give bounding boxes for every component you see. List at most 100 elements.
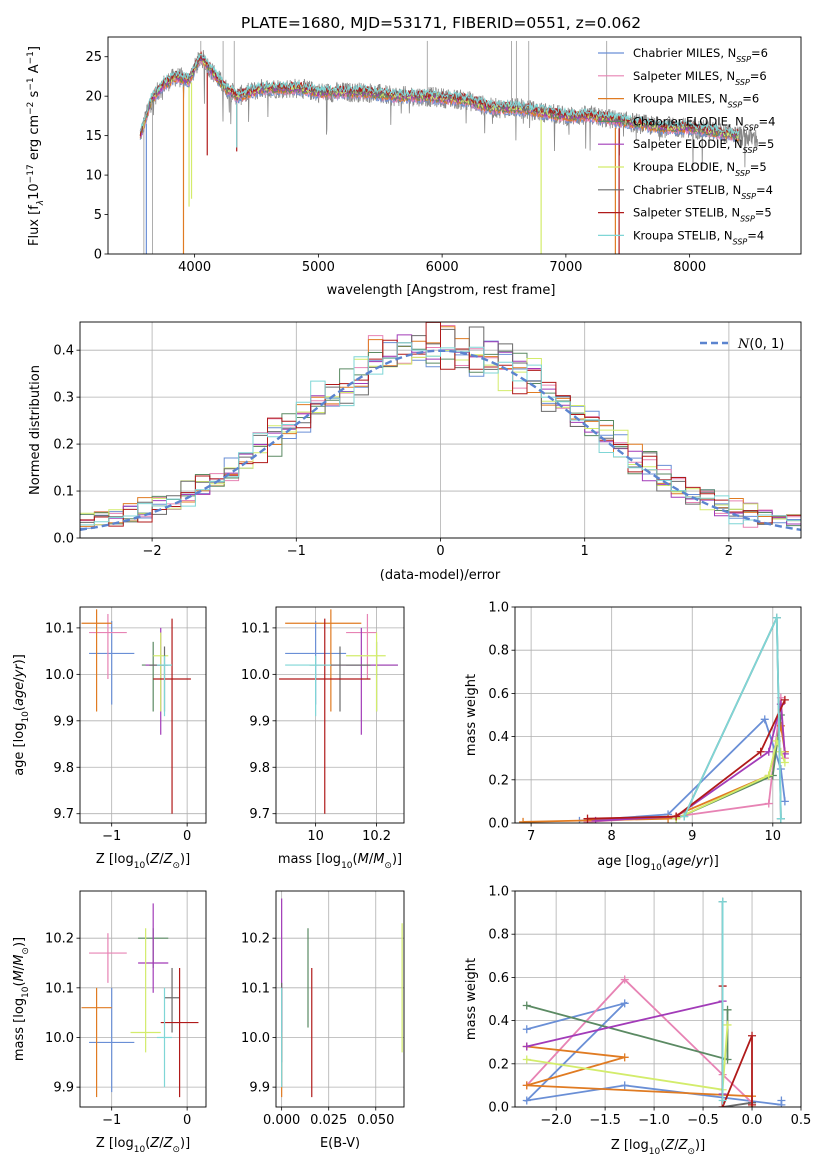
x-tick-label: 2 bbox=[725, 544, 733, 559]
x-tick-label: 10.2 bbox=[362, 829, 391, 844]
weight-marker bbox=[748, 1031, 757, 1040]
y-tick-label: 0.4 bbox=[488, 1014, 509, 1029]
weight-series bbox=[683, 617, 782, 819]
y-tick-label: 0.3 bbox=[53, 391, 74, 406]
x-tick-label: 5000 bbox=[302, 260, 335, 275]
x-tick-label: 6000 bbox=[426, 260, 459, 275]
x-tick-label: 10 bbox=[765, 829, 782, 844]
massweight_vs_age-ylabel: mass weight bbox=[464, 674, 479, 756]
y-tick-label: 5 bbox=[94, 208, 102, 223]
residuals-panel: −2 −1 0 1 2 0.0 0.1 0.2 0.3 0.4 (data-model)/error… bbox=[28, 321, 802, 583]
x-tick-label: −2 bbox=[143, 544, 162, 559]
legend-label: Salpeter STELIB, NSSP=5 bbox=[633, 206, 772, 224]
weight-marker bbox=[764, 771, 773, 780]
massweight_vs_age-panel: 7 8 9 10 0.0 0.2 0.4 0.6 0.8 1.0 age [log10(age/yr… bbox=[464, 601, 802, 873]
weight-marker bbox=[776, 814, 785, 823]
weight-marker bbox=[672, 812, 681, 821]
age_vs_Z-panel: −1 0 9.7 9.8 9.9 10.0 10.1 Z [log10(Z/Z⊙)] age [… bbox=[12, 606, 207, 871]
y-tick-label: 10.0 bbox=[241, 668, 270, 683]
x-tick-label: 0 bbox=[183, 1113, 191, 1128]
y-tick-label: 9.9 bbox=[53, 714, 74, 729]
y-tick-label: 0.6 bbox=[488, 971, 509, 986]
weight-marker bbox=[764, 799, 773, 808]
legend-label: Kroupa STELIB, NSSP=4 bbox=[633, 228, 764, 246]
y-tick-label: 10.1 bbox=[241, 981, 270, 996]
x-tick-label: 10 bbox=[307, 829, 324, 844]
legend-label: Chabrier ELODIE, NSSP=4 bbox=[633, 114, 775, 131]
x-tick-label: 9 bbox=[688, 829, 696, 844]
weight-marker bbox=[718, 897, 727, 906]
x-tick-label: 4000 bbox=[178, 260, 211, 275]
legend-label: Kroupa ELODIE, NSSP=5 bbox=[633, 160, 767, 178]
y-tick-label: 0.2 bbox=[488, 1057, 509, 1072]
x-tick-label: 0.000 bbox=[263, 1113, 300, 1128]
age_vs_Z-ylabel: age [log10(age/yr)] bbox=[12, 654, 31, 776]
weight-marker bbox=[680, 812, 689, 821]
y-tick-label: 10.0 bbox=[45, 1031, 74, 1046]
mass_vs_EBV-xlabel: E(B-V) bbox=[320, 1136, 360, 1151]
weight-series bbox=[526, 978, 753, 1104]
y-tick-label: 0.2 bbox=[53, 438, 74, 453]
x-tick-label: −1 bbox=[287, 544, 306, 559]
axes-frame bbox=[514, 890, 802, 1108]
model-spectrum bbox=[139, 53, 740, 136]
legend-label: Kroupa MILES, NSSP=6 bbox=[633, 92, 759, 110]
axes-frame bbox=[79, 321, 802, 539]
y-tick-label: 0.2 bbox=[488, 773, 509, 788]
residual-histogram bbox=[80, 322, 801, 527]
weight-marker bbox=[780, 695, 789, 704]
spectrum-plot-area bbox=[139, 40, 758, 254]
x-tick-label: 0.025 bbox=[310, 1113, 347, 1128]
y-tick-label: 10.2 bbox=[241, 932, 270, 947]
x-tick-label: −0.5 bbox=[687, 1113, 719, 1128]
x-tick-label: −1 bbox=[102, 1113, 121, 1128]
residuals-plot-area bbox=[80, 322, 801, 531]
residuals-xlabel: (data-model)/error bbox=[380, 568, 501, 583]
x-tick-label: 1 bbox=[581, 544, 589, 559]
mass_vs_Z-plot-area bbox=[81, 903, 199, 1098]
legend-label: Salpeter ELODIE, NSSP=5 bbox=[633, 137, 774, 155]
legend-label: Salpeter MILES, NSSP=6 bbox=[633, 69, 767, 87]
y-tick-label: 0.6 bbox=[488, 687, 509, 702]
axes-frame bbox=[514, 606, 802, 824]
residuals-ylabel: Normed distribution bbox=[28, 365, 43, 495]
spectrum-legend: Chabrier MILES, NSSP=6 Salpeter MILES, NS… bbox=[598, 46, 775, 246]
weight-marker bbox=[583, 814, 592, 823]
age_vs_mass-panel: 10 10.2 9.7 9.8 9.9 10.0 10.1 mass [log10(M/M⊙)… bbox=[241, 606, 405, 871]
y-tick-label: 9.9 bbox=[249, 714, 270, 729]
weight-marker bbox=[620, 1053, 629, 1062]
age_vs_mass-plot-area bbox=[279, 609, 398, 814]
age_vs_mass-xlabel: mass [log10(M/M⊙)] bbox=[278, 852, 402, 871]
y-tick-label: 10 bbox=[85, 169, 102, 184]
spectrum-panel: 4000 5000 6000 7000 8000 0 5 10 15 20 25 PLATE=1680… bbox=[26, 14, 802, 298]
weight-marker bbox=[776, 747, 785, 756]
axes-frame bbox=[275, 890, 405, 1108]
weight-series bbox=[721, 901, 753, 1107]
y-tick-label: 9.8 bbox=[249, 761, 270, 776]
y-tick-label: 0.8 bbox=[488, 644, 509, 659]
weight-marker bbox=[764, 747, 773, 756]
legend-label: Chabrier MILES, NSSP=6 bbox=[633, 46, 768, 64]
massweight_vs_Z-ylabel: mass weight bbox=[464, 958, 479, 1040]
y-tick-label: 9.9 bbox=[249, 1081, 270, 1096]
weight-marker bbox=[760, 715, 769, 724]
weight-marker bbox=[522, 1055, 531, 1064]
y-tick-label: 1.0 bbox=[488, 885, 509, 900]
massweight_vs_Z-panel: −2.0 −1.5 −1.0 −0.5 0.0 0.5 0.0 0.2 0.4 0.6 0.8 1.0… bbox=[464, 885, 811, 1158]
y-tick-label: 0.0 bbox=[488, 1101, 509, 1116]
y-tick-label: 9.8 bbox=[53, 761, 74, 776]
x-tick-label: 8000 bbox=[673, 260, 706, 275]
weight-marker bbox=[723, 1020, 732, 1029]
x-tick-label: 0.050 bbox=[357, 1113, 394, 1128]
y-tick-label: 10.1 bbox=[45, 621, 74, 636]
massweight_vs_Z-plot-area bbox=[522, 897, 786, 1107]
x-tick-label: 0.5 bbox=[791, 1113, 812, 1128]
weight-marker bbox=[776, 765, 785, 773]
weight-marker bbox=[748, 1100, 757, 1107]
normal-pdf-curve bbox=[80, 349, 801, 531]
legend-label: Chabrier STELIB, NSSP=4 bbox=[633, 183, 773, 201]
y-tick-label: 9.7 bbox=[249, 807, 270, 822]
x-tick-label: −1.0 bbox=[638, 1113, 670, 1128]
weight-series bbox=[526, 1004, 729, 1061]
x-tick-label: 0 bbox=[436, 544, 444, 559]
